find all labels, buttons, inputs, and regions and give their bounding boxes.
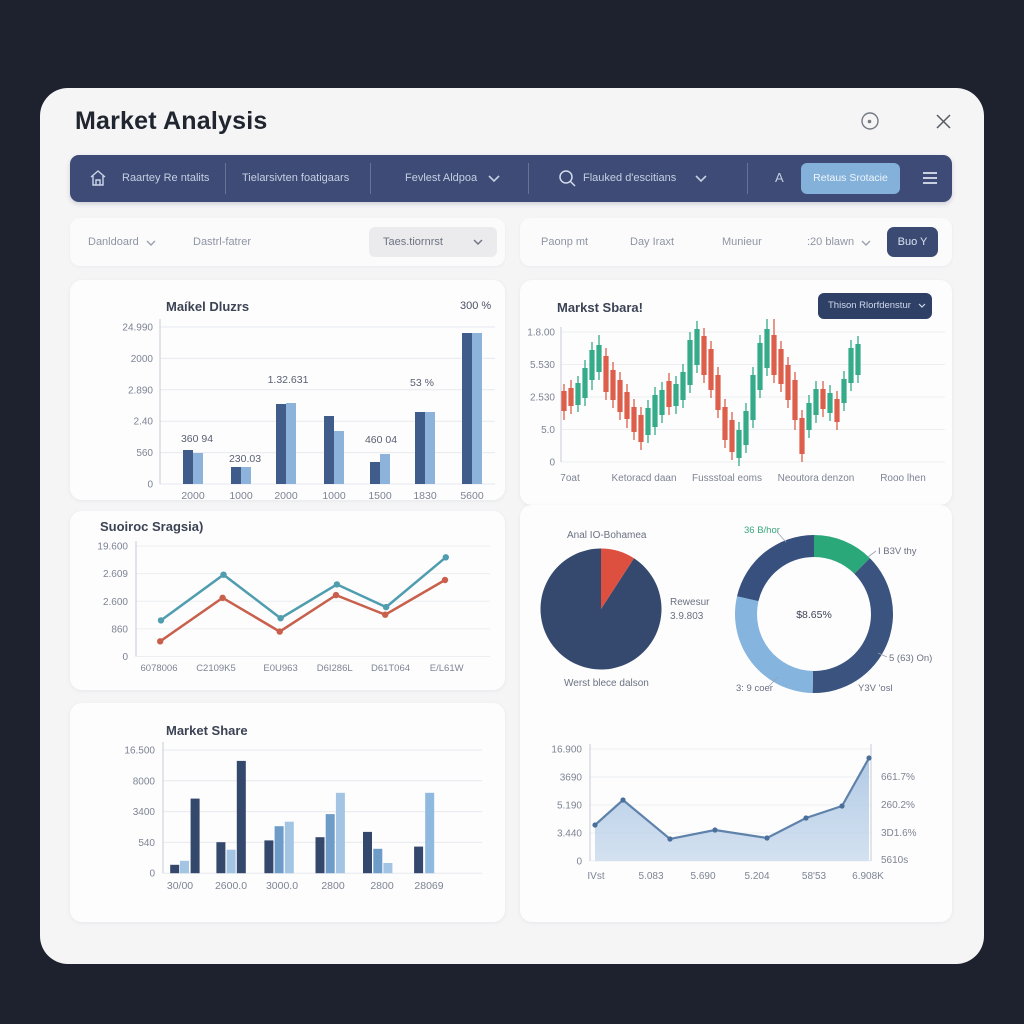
svg-text:5.690: 5.690 [690, 871, 715, 882]
svg-text:Ketoracd daan: Ketoracd daan [611, 473, 676, 484]
svg-text:2000: 2000 [131, 354, 154, 365]
svg-text:5610s: 5610s [881, 855, 908, 866]
svg-text:1830: 1830 [413, 490, 437, 500]
svg-text:230.03: 230.03 [229, 453, 261, 465]
svg-text:1000: 1000 [322, 490, 346, 500]
svg-text:D6I286L: D6I286L [317, 663, 353, 674]
svg-text:2600.0: 2600.0 [215, 880, 247, 892]
svg-text:6078006: 6078006 [141, 663, 178, 674]
svg-text:2800: 2800 [370, 880, 394, 892]
svg-text:24.990: 24.990 [122, 323, 153, 334]
svg-text:560: 560 [136, 448, 153, 459]
svg-text:5600: 5600 [460, 490, 484, 500]
svg-text:661.7%: 661.7% [881, 772, 915, 783]
svg-text:5.204: 5.204 [744, 871, 769, 882]
svg-text:Rewesur: Rewesur [670, 597, 710, 608]
svg-text:5 (63) On): 5 (63) On) [889, 653, 932, 664]
svg-text:Fussstoal eoms: Fussstoal eoms [692, 473, 762, 484]
svg-text:53 %: 53 % [410, 377, 434, 389]
svg-text:6.908K: 6.908K [852, 871, 884, 882]
svg-text:2.609: 2.609 [103, 569, 128, 580]
svg-text:Rooo lhen: Rooo lhen [880, 473, 926, 484]
svg-text:C2109K5: C2109K5 [196, 663, 236, 674]
svg-text:5.530: 5.530 [530, 360, 555, 371]
svg-text:2.530: 2.530 [530, 393, 555, 404]
svg-text:2.40: 2.40 [134, 417, 154, 428]
svg-text:1000: 1000 [229, 490, 253, 500]
svg-text:D61T064: D61T064 [371, 663, 410, 674]
svg-text:E0U963: E0U963 [263, 663, 297, 674]
svg-text:0: 0 [147, 480, 153, 491]
svg-text:5.083: 5.083 [638, 871, 663, 882]
svg-text:2.890: 2.890 [128, 385, 153, 396]
svg-text:Werst blece dalson: Werst blece dalson [564, 678, 649, 689]
svg-text:E/L61W: E/L61W [430, 663, 464, 674]
svg-text:Neoutora denzon: Neoutora denzon [778, 473, 855, 484]
svg-text:2800: 2800 [321, 880, 345, 892]
svg-text:30/00: 30/00 [167, 880, 193, 892]
svg-text:2000: 2000 [181, 490, 205, 500]
svg-text:3400: 3400 [133, 807, 156, 818]
svg-text:16.900: 16.900 [551, 745, 582, 756]
svg-text:3000.0: 3000.0 [266, 880, 298, 892]
svg-text:IVst: IVst [587, 871, 604, 882]
svg-text:0: 0 [576, 857, 582, 868]
svg-text:460 04: 460 04 [365, 434, 397, 446]
svg-text:3: 9 coer: 3: 9 coer [736, 683, 773, 694]
svg-text:3.440: 3.440 [557, 829, 582, 840]
svg-text:360 94: 360 94 [181, 433, 213, 445]
svg-text:36 B/hor: 36 B/hor [744, 525, 780, 536]
svg-text:1500: 1500 [368, 490, 392, 500]
svg-text:3.9.803: 3.9.803 [670, 611, 704, 622]
svg-text:260.2%: 260.2% [881, 800, 915, 811]
svg-text:0: 0 [549, 458, 555, 469]
svg-text:540: 540 [138, 838, 155, 849]
svg-text:I B3V thy: I B3V thy [878, 546, 917, 557]
svg-text:2.600: 2.600 [103, 597, 128, 608]
svg-text:16.500: 16.500 [124, 746, 155, 757]
svg-text:7oat: 7oat [560, 473, 580, 484]
svg-text:8000: 8000 [133, 776, 156, 787]
svg-text:3D1.6%: 3D1.6% [881, 828, 917, 839]
svg-text:19.600: 19.600 [97, 542, 128, 553]
svg-text:2000: 2000 [274, 490, 298, 500]
svg-text:0: 0 [122, 652, 128, 663]
svg-text:$8.65%: $8.65% [796, 609, 832, 621]
svg-text:3690: 3690 [560, 773, 583, 784]
svg-text:0: 0 [149, 869, 155, 880]
svg-text:5.190: 5.190 [557, 801, 582, 812]
svg-text:5.0: 5.0 [541, 425, 555, 436]
svg-text:Anal IO-Bohamea: Anal IO-Bohamea [567, 530, 647, 541]
svg-text:28069: 28069 [414, 880, 443, 892]
svg-text:1.32.631: 1.32.631 [268, 374, 309, 386]
svg-text:58'53: 58'53 [802, 871, 827, 882]
svg-text:1.8.00: 1.8.00 [527, 328, 555, 339]
svg-text:Y3V 'osl: Y3V 'osl [858, 683, 893, 694]
svg-text:860: 860 [111, 624, 128, 635]
